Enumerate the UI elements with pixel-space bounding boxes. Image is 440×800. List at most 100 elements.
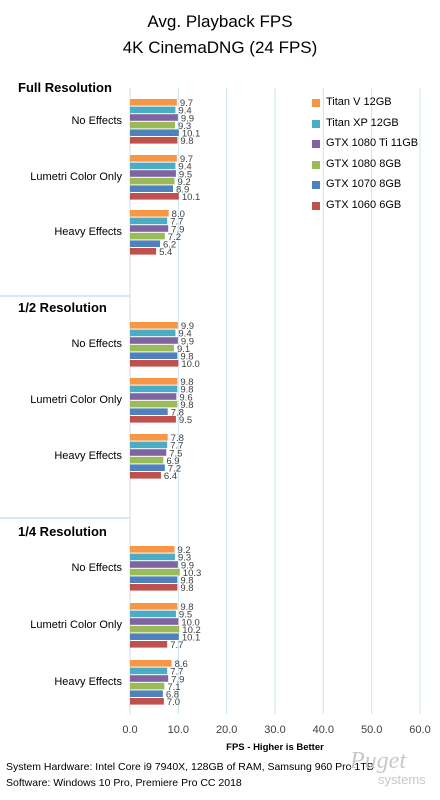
bar — [130, 170, 176, 177]
bar — [130, 129, 179, 136]
bar — [130, 698, 164, 705]
data-label: 7.7 — [170, 667, 183, 678]
bar — [130, 546, 175, 553]
bar — [130, 322, 178, 329]
bar — [130, 441, 168, 449]
bar — [130, 329, 176, 337]
bar — [130, 618, 179, 625]
bar — [130, 352, 178, 359]
legend-label: GTX 1070 8GB — [326, 178, 402, 190]
data-label: 6.8 — [166, 690, 179, 701]
category-label: Lumetri Color Only — [30, 170, 122, 183]
data-label: 9.1 — [177, 344, 190, 355]
legend-label: GTX 1060 6GB — [326, 198, 402, 211]
data-label: 10.0 — [181, 359, 200, 370]
bar — [130, 177, 175, 185]
data-label: 7.7 — [170, 640, 183, 651]
data-label: 10.0 — [181, 617, 200, 628]
bar — [130, 464, 165, 471]
data-label: 9.7 — [180, 154, 193, 165]
legend-label: Titan V 12GB — [326, 96, 392, 108]
data-label: 9.9 — [181, 336, 194, 347]
legend-swatch — [312, 140, 320, 148]
category-label: Heavy Effects — [54, 225, 122, 238]
bar — [130, 210, 169, 217]
data-label: 9.8 — [180, 576, 193, 587]
data-label: 6.9 — [166, 456, 179, 467]
bar — [130, 625, 180, 633]
section-label: 1/2 Resolution — [18, 300, 107, 315]
data-label: 9.9 — [181, 321, 194, 332]
bar — [130, 217, 168, 225]
legend-swatch — [312, 181, 320, 189]
legend-swatch — [312, 119, 320, 128]
data-label: 9.5 — [179, 169, 192, 180]
data-label: 7.8 — [171, 408, 184, 419]
data-label: 9.8 — [180, 352, 193, 363]
bar — [130, 633, 179, 640]
data-label: 9.8 — [180, 583, 193, 594]
data-label: 7.2 — [168, 232, 181, 243]
data-label: 9.4 — [178, 162, 191, 173]
category-label: No Effects — [71, 114, 122, 127]
data-label: 7.9 — [171, 224, 184, 235]
bar — [130, 344, 174, 352]
legend-swatch — [312, 160, 320, 169]
data-label: 9.6 — [179, 392, 192, 403]
data-label: 7.0 — [167, 697, 180, 708]
x-tick-label: 30.0 — [264, 724, 285, 736]
bar — [130, 660, 172, 667]
bar — [130, 121, 175, 129]
bar — [130, 456, 164, 464]
bar — [130, 137, 178, 144]
bar — [130, 610, 176, 618]
data-label: 8.6 — [175, 659, 188, 670]
data-label: 9.3 — [178, 553, 191, 564]
bar — [130, 584, 178, 591]
data-label: 10.1 — [182, 129, 201, 140]
data-label: 5.4 — [159, 247, 172, 258]
chart-subtitle: 4K CinemaDNG (24 FPS) — [122, 38, 318, 57]
bar — [130, 400, 178, 408]
bar — [130, 99, 177, 106]
data-label: 10.2 — [182, 625, 201, 636]
data-label: 9.8 — [180, 136, 193, 147]
puget-systems-logo: Puget systems — [349, 748, 426, 787]
data-label: 9.9 — [181, 560, 194, 571]
data-label: 9.2 — [177, 177, 190, 188]
data-label: 9.4 — [178, 329, 191, 340]
legend-label: GTX 1080 8GB — [326, 157, 402, 170]
bar — [130, 553, 175, 561]
data-label: 10.1 — [182, 192, 201, 203]
legend-item: GTX 1060 6GB — [312, 199, 440, 215]
category-label: No Effects — [71, 337, 122, 350]
legend-item: Titan V 12GB — [312, 96, 440, 112]
data-label: 7.7 — [170, 217, 183, 228]
bar — [130, 185, 174, 192]
data-label: 9.3 — [178, 121, 191, 132]
footer-software: Software: Windows 10 Pro, Premiere Pro C… — [6, 777, 242, 789]
bar — [130, 114, 178, 121]
data-label: 9.8 — [180, 602, 193, 613]
bar — [130, 675, 169, 682]
x-tick-label: 10.0 — [168, 724, 189, 736]
data-label: 9.8 — [180, 377, 193, 388]
legend-item: GTX 1080 Ti 11GB — [312, 137, 440, 153]
bar — [130, 449, 167, 456]
bar — [130, 416, 176, 423]
x-tick-label: 20.0 — [216, 724, 237, 736]
data-label: 9.8 — [180, 385, 193, 396]
category-label: Lumetri Color Only — [30, 618, 122, 631]
x-tick-label: 50.0 — [361, 724, 382, 736]
x-axis-title: FPS - Higher is Better — [226, 742, 324, 753]
data-label: 9.5 — [179, 415, 192, 426]
data-label: 9.2 — [177, 545, 190, 556]
data-label: 7.7 — [170, 441, 183, 452]
bar — [130, 576, 178, 583]
bar — [130, 603, 178, 610]
data-label: 6.2 — [163, 240, 176, 251]
section-label: 1/4 Resolution — [18, 524, 107, 539]
data-label: 7.2 — [168, 464, 181, 475]
data-label: 10.1 — [182, 633, 201, 644]
